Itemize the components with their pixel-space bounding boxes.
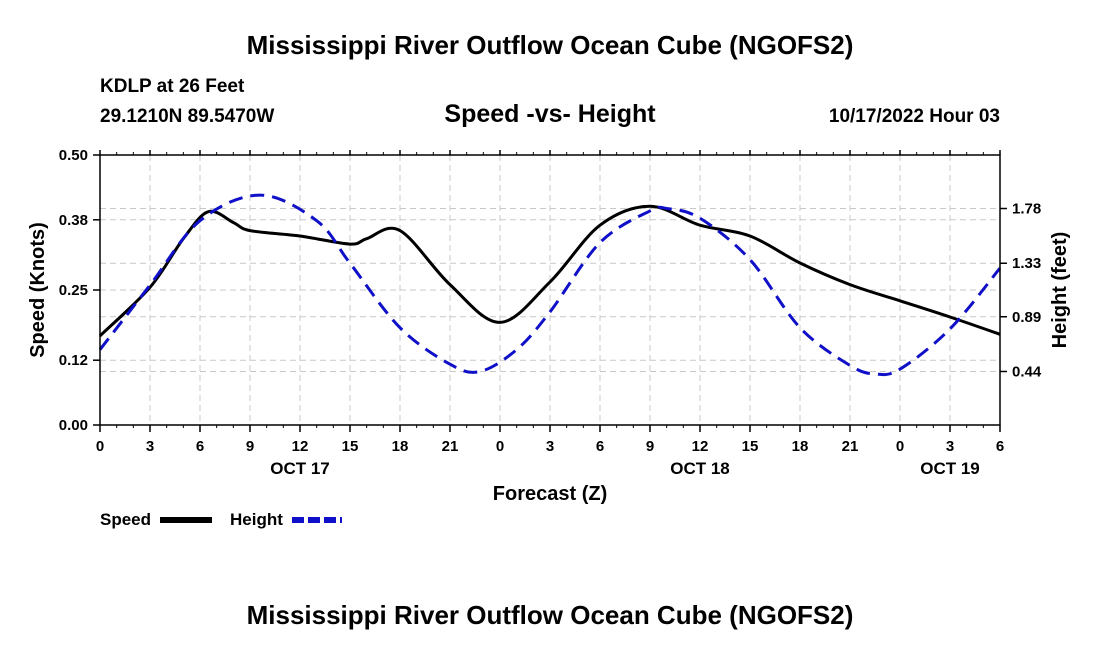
speed-series-line <box>98 204 1001 337</box>
label-layer: 0 3 6 9 12 15 18 21 0 3 6 9 12 15 18 21 0 3 6 OCT 17 OCT 18 O… <box>59 147 1042 478</box>
x-tick-label: 0 <box>896 438 904 455</box>
x-tick-label: 15 <box>742 438 759 455</box>
x-tick-label: 6 <box>596 438 604 455</box>
chart-title: Speed -vs- Height <box>444 100 656 128</box>
legend: Speed Height <box>100 510 342 529</box>
x-tick-label: 12 <box>292 438 309 455</box>
y-tick-label: 0.12 <box>59 352 88 369</box>
coordinates-label: 29.1210N 89.5470W <box>100 106 275 127</box>
timestamp-label: 10/17/2022 Hour 03 <box>828 106 1000 127</box>
speed-height-chart: 0 3 6 9 12 15 18 21 0 3 6 9 12 15 18 21 0 3 6 OCT 17 OCT 18 O… <box>27 147 1071 529</box>
day-label: OCT 17 <box>270 459 330 478</box>
y-tick-label: 0.00 <box>59 417 88 434</box>
y-tick-label: 0.38 <box>59 212 88 229</box>
x-tick-label: 0 <box>496 438 504 455</box>
footer-title: Mississippi River Outflow Ocean Cube (NG… <box>246 600 854 630</box>
y2-tick-label: 1.33 <box>1012 255 1041 272</box>
x-tick-label: 9 <box>246 438 254 455</box>
plot-frame <box>99 154 1001 426</box>
y-axis-label: Speed (Knots) <box>27 222 49 358</box>
legend-label-speed: Speed <box>100 510 151 529</box>
x-tick-label: 18 <box>792 438 809 455</box>
y-tick-label: 0.25 <box>59 282 88 299</box>
x-tick-label: 3 <box>946 438 954 455</box>
day-label: OCT 19 <box>920 459 980 478</box>
x-tick-label: 18 <box>392 438 409 455</box>
grid-layer <box>100 154 1000 425</box>
series-layer <box>98 193 1002 377</box>
y2-tick-label: 0.44 <box>1012 363 1042 380</box>
height-series-line <box>98 193 1002 377</box>
y2-tick-label: 0.89 <box>1012 309 1041 326</box>
x-tick-label: 3 <box>546 438 554 455</box>
legend-label-height: Height <box>230 510 283 529</box>
day-label: OCT 18 <box>670 459 730 478</box>
x-tick-label: 15 <box>342 438 359 455</box>
y2-axis-label: Height (feet) <box>1049 232 1071 349</box>
x-axis-label: Forecast (Z) <box>493 483 607 505</box>
page-title: Mississippi River Outflow Ocean Cube (NG… <box>246 30 854 60</box>
x-tick-label: 3 <box>146 438 154 455</box>
x-tick-label: 9 <box>646 438 654 455</box>
x-tick-label: 6 <box>996 438 1004 455</box>
x-tick-label: 6 <box>196 438 204 455</box>
station-label: KDLP at 26 Feet <box>100 76 245 97</box>
y-tick-label: 0.50 <box>59 147 88 164</box>
x-tick-label: 12 <box>692 438 709 455</box>
x-tick-label: 21 <box>442 438 459 455</box>
x-tick-label: 0 <box>96 438 104 455</box>
y2-tick-label: 1.78 <box>1012 201 1041 218</box>
x-tick-label: 21 <box>842 438 859 455</box>
